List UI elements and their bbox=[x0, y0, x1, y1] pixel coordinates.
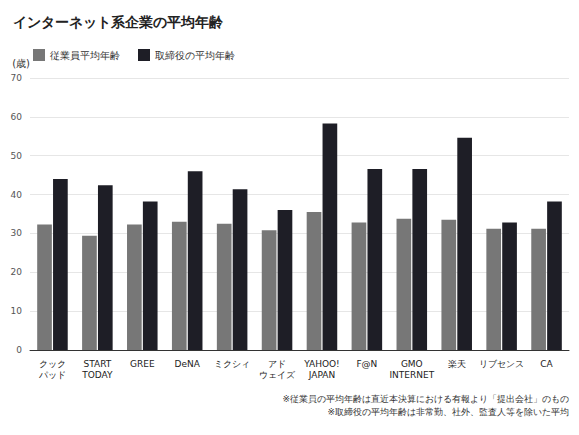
svg-text:40: 40 bbox=[11, 190, 23, 200]
svg-text:(歳): (歳) bbox=[12, 58, 30, 69]
svg-text:ミクシィ: ミクシィ bbox=[214, 359, 250, 369]
svg-text:70: 70 bbox=[11, 73, 23, 83]
svg-text:INTERNET: INTERNET bbox=[389, 370, 434, 380]
svg-text:クック: クック bbox=[39, 359, 66, 369]
svg-text:20: 20 bbox=[11, 267, 23, 277]
svg-text:※従業員の平均年齢は直近本決算における有報より「提出会社」の: ※従業員の平均年齢は直近本決算における有報より「提出会社」のもの bbox=[282, 394, 569, 404]
svg-text:リブセンス: リブセンス bbox=[479, 359, 524, 369]
svg-text:F@N: F@N bbox=[356, 359, 377, 369]
svg-text:インターネット系企業の平均年齢: インターネット系企業の平均年齢 bbox=[13, 14, 224, 30]
svg-text:アド: アド bbox=[268, 359, 286, 369]
svg-text:従業員平均年齢: 従業員平均年齢 bbox=[50, 50, 120, 61]
svg-text:ウェイズ: ウェイズ bbox=[259, 370, 296, 380]
svg-text:START: START bbox=[83, 359, 111, 369]
svg-text:60: 60 bbox=[11, 112, 23, 122]
svg-text:0: 0 bbox=[16, 345, 22, 355]
svg-text:GREE: GREE bbox=[130, 359, 155, 369]
svg-text:楽天: 楽天 bbox=[448, 359, 466, 369]
svg-text:TODAY: TODAY bbox=[81, 370, 113, 380]
svg-text:YAHOO!: YAHOO! bbox=[303, 359, 340, 369]
svg-text:DeNA: DeNA bbox=[175, 359, 201, 369]
svg-text:JAPAN: JAPAN bbox=[308, 370, 335, 380]
svg-text:パッド: パッド bbox=[38, 370, 66, 380]
svg-text:GMO: GMO bbox=[401, 359, 423, 369]
svg-text:10: 10 bbox=[11, 306, 23, 316]
svg-text:30: 30 bbox=[11, 228, 23, 238]
svg-text:※取締役の平均年齢は非常勤、社外、監査人等を除いた平均: ※取締役の平均年齢は非常勤、社外、監査人等を除いた平均 bbox=[327, 407, 569, 417]
svg-text:取締役の平均年齢: 取締役の平均年齢 bbox=[155, 50, 235, 61]
svg-text:50: 50 bbox=[11, 151, 23, 161]
svg-text:CA: CA bbox=[540, 359, 553, 369]
